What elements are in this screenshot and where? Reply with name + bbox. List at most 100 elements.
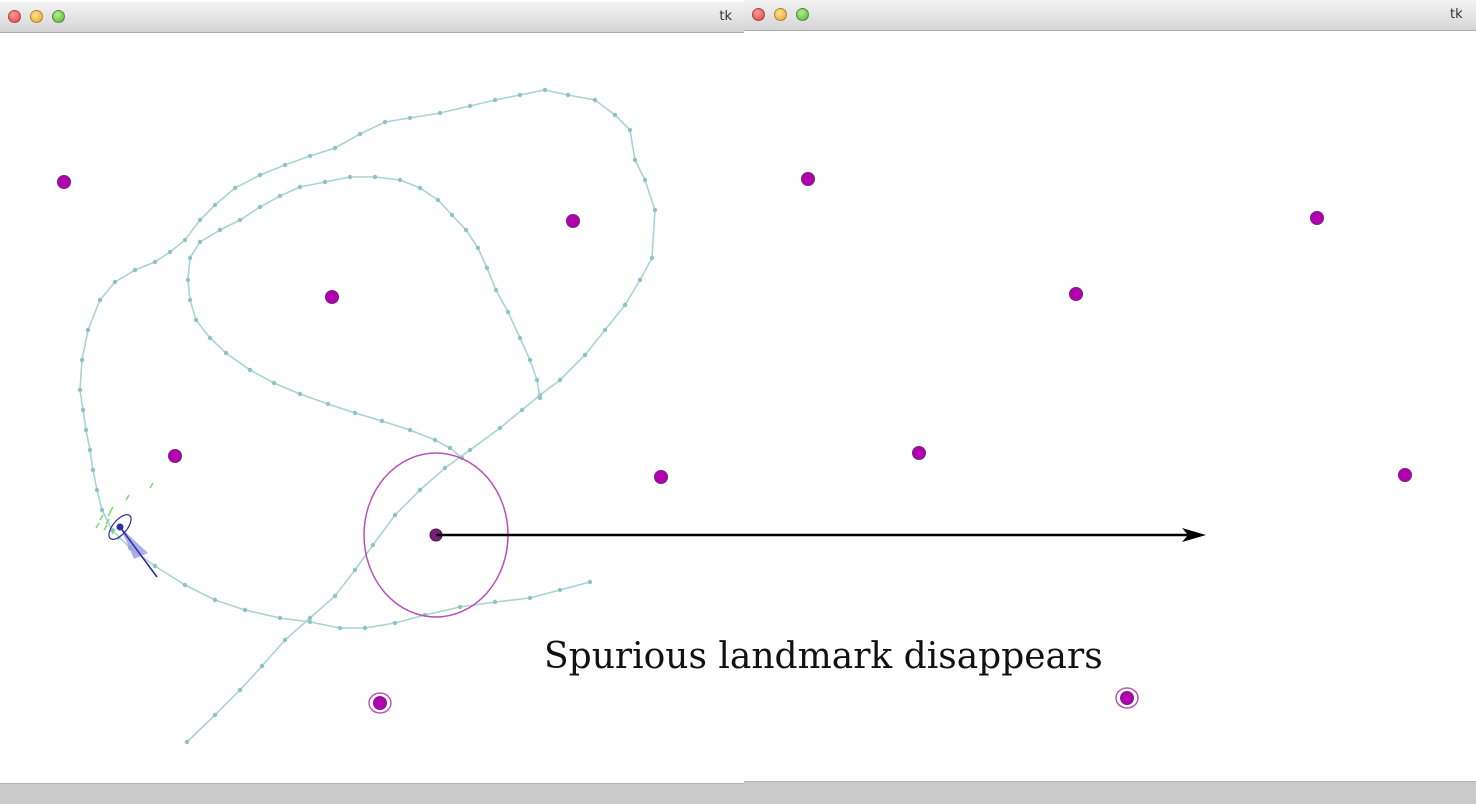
trajectory-pose-dot xyxy=(197,217,203,223)
landmark-marker xyxy=(912,446,926,460)
annotation-caption: Spurious landmark disappears xyxy=(544,636,1103,677)
trajectory-pose-dot xyxy=(332,145,338,151)
particle-mark xyxy=(125,494,130,501)
particle-mark xyxy=(109,506,114,513)
trajectory-pose-dot xyxy=(347,174,353,180)
landmark-marker xyxy=(57,175,71,189)
zoom-light-icon[interactable] xyxy=(796,8,809,21)
trajectory-pose-dot xyxy=(167,249,173,255)
trajectory-pose-dot xyxy=(382,119,388,125)
trajectory-pose-dot xyxy=(99,507,105,513)
particle-mark xyxy=(95,522,100,529)
robot-trajectory xyxy=(77,87,658,745)
trajectory-pose-dot xyxy=(242,607,248,613)
trajectory-pose-dot xyxy=(357,131,363,137)
trajectory-pose-dot xyxy=(587,579,593,585)
trajectory-pose-dot xyxy=(612,112,618,118)
trajectory-pose-dot xyxy=(182,582,188,588)
landmark-marker xyxy=(1069,287,1083,301)
landmark-marker xyxy=(168,449,182,463)
trajectory-pose-dot xyxy=(352,567,358,573)
trajectory-pose-dot xyxy=(277,193,283,199)
window-titlebar[interactable]: tk xyxy=(744,0,1476,31)
trajectory-pose-dot xyxy=(94,487,100,493)
trajectory-pose-dot xyxy=(90,467,96,473)
trajectory-pose-dot xyxy=(467,103,473,109)
trajectory-pose-dot xyxy=(467,447,473,453)
trajectory-pose-dot xyxy=(187,297,193,303)
zoom-light-icon[interactable] xyxy=(52,10,65,23)
trajectory-pose-dot xyxy=(187,255,193,261)
tk-window-before: tk xyxy=(0,0,744,804)
trajectory-pose-dot xyxy=(259,663,265,669)
trajectory-pose-dot xyxy=(337,625,343,631)
trajectory-pose-dot xyxy=(505,309,511,315)
landmarks xyxy=(57,175,668,714)
trajectory-pose-dot xyxy=(212,712,218,718)
robot xyxy=(95,482,158,578)
landmark-marker xyxy=(373,696,387,710)
robot-position-dot xyxy=(116,523,124,531)
landmark-marker xyxy=(566,214,580,228)
trajectory-pose-dot xyxy=(493,287,499,293)
trajectory-pose-dot xyxy=(182,237,188,243)
landmark-uncertainty-ellipse xyxy=(1115,687,1139,709)
trajectory-pose-dot xyxy=(277,615,283,621)
trajectory-pose-dot xyxy=(217,227,223,233)
trajectory-pose-dot xyxy=(87,447,93,453)
trajectory-pose-dot xyxy=(392,620,398,626)
trajectory-pose-dot xyxy=(112,279,118,285)
trajectory-pose-dot xyxy=(282,637,288,643)
landmark-marker xyxy=(654,470,668,484)
trajectory-pose-dot xyxy=(627,127,633,133)
trajectory-pose-dot xyxy=(307,615,313,621)
window-title: tk xyxy=(719,9,732,24)
trajectory-pose-dot xyxy=(652,207,658,213)
trajectory-pose-dot xyxy=(307,619,313,625)
window-titlebar[interactable]: tk xyxy=(0,2,744,33)
trajectory-pose-dot xyxy=(132,267,138,273)
trajectory-pose-dot xyxy=(85,327,91,333)
trajectory-pose-dot xyxy=(212,597,218,603)
trajectory-pose-dot xyxy=(232,185,238,191)
trajectory-pose-dot xyxy=(484,265,490,271)
trajectory-pose-dot xyxy=(307,153,313,159)
trajectory-pose-dot xyxy=(372,174,378,180)
tk-window-after: tk xyxy=(744,0,1476,804)
trajectory-pose-dot xyxy=(497,425,503,431)
traffic-lights xyxy=(752,8,809,21)
close-light-icon[interactable] xyxy=(8,10,21,23)
trajectory-pose-dot xyxy=(437,110,443,116)
landmark-marker xyxy=(1120,691,1134,705)
trajectory-pose-dot xyxy=(237,687,243,693)
close-light-icon[interactable] xyxy=(752,8,765,21)
trajectory-pose-dot xyxy=(397,177,403,183)
trajectory-pose-dot xyxy=(407,115,413,121)
trajectory-pose-dot xyxy=(152,563,158,569)
landmark-marker xyxy=(1310,211,1324,225)
trajectory-pose-dot xyxy=(325,401,331,407)
trajectory-pose-dot xyxy=(417,185,423,191)
particle-mark xyxy=(103,524,108,531)
trajectory-pose-dot xyxy=(97,297,103,303)
robot-uncertainty-ellipse xyxy=(108,514,132,540)
minimize-light-icon[interactable] xyxy=(30,10,43,23)
minimize-light-icon[interactable] xyxy=(774,8,787,21)
traffic-lights xyxy=(8,10,65,23)
trajectory-pose-dot xyxy=(463,227,469,233)
trajectory-pose-dot xyxy=(83,427,89,433)
trajectory-pose-dot xyxy=(352,410,358,416)
trajectory-pose-dot xyxy=(379,418,385,424)
window-title: tk xyxy=(1450,7,1463,22)
trajectory-pose-dot xyxy=(492,599,498,605)
trajectory-path-outer xyxy=(79,89,656,743)
trajectory-pose-dot xyxy=(557,377,563,383)
trajectory-pose-dot xyxy=(442,465,448,471)
trajectory-pose-dot xyxy=(457,604,463,610)
trajectory-pose-dot xyxy=(449,212,455,218)
trajectory-pose-dot xyxy=(152,259,158,265)
trajectory-pose-dot xyxy=(527,357,533,363)
trajectory-pose-dot xyxy=(322,179,328,185)
particle-mark xyxy=(149,482,154,489)
particle-mark xyxy=(105,518,110,525)
